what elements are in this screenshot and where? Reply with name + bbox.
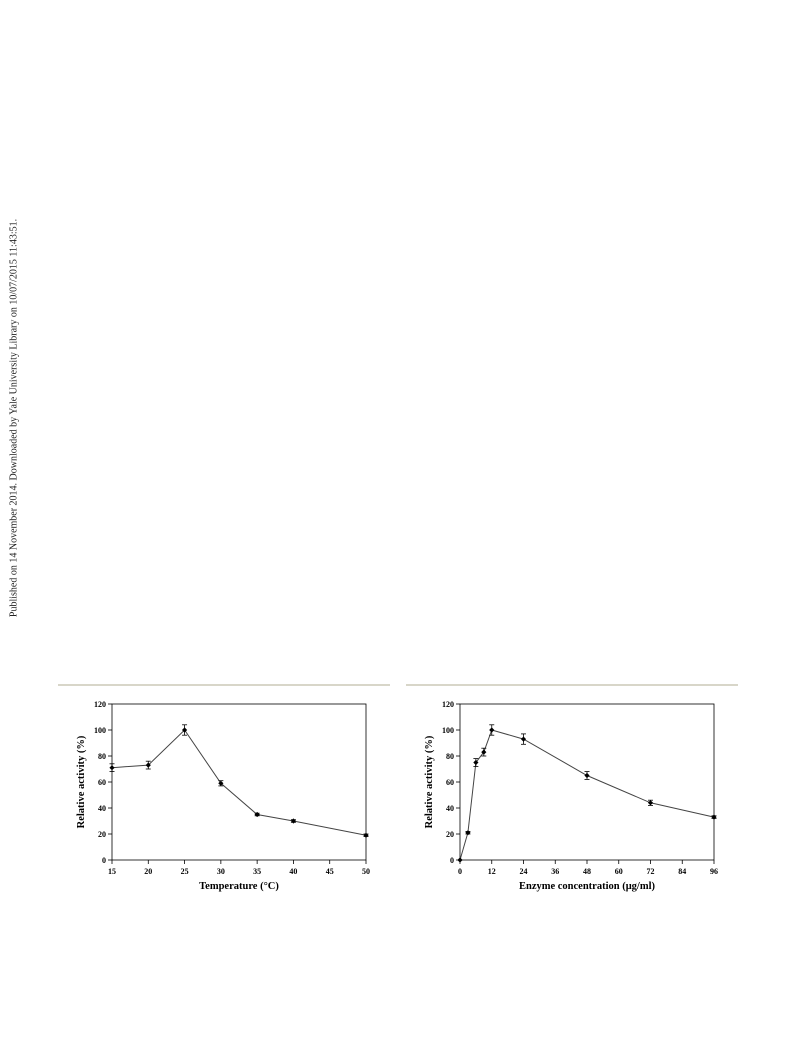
- data-point: [109, 765, 115, 771]
- y-tick-label: 20: [446, 830, 454, 839]
- x-tick-label: 50: [362, 867, 370, 876]
- y-axis-label: Relative activity (%): [424, 735, 435, 828]
- data-point: [711, 814, 717, 820]
- series-line: [459, 729, 715, 861]
- x-tick-label: 12: [488, 867, 496, 876]
- data-point: [473, 759, 479, 766]
- x-tick-label: 0: [458, 867, 462, 876]
- plot-frame: [111, 703, 367, 861]
- y-tick-label: 0: [102, 856, 106, 865]
- x-axis-label: Temperature (°C): [199, 881, 279, 892]
- y-tick-label: 80: [446, 752, 454, 761]
- data-point: [363, 832, 369, 838]
- x-tick-label: 60: [615, 867, 623, 876]
- y-axis-label: Relative activity (%): [76, 735, 87, 828]
- y-tick-label: 0: [450, 856, 454, 865]
- x-tick-label: 35: [253, 867, 261, 876]
- y-tick-label: 40: [446, 804, 454, 813]
- x-axis-label: Enzyme concentration (μg/ml): [519, 881, 656, 892]
- download-notice: Published on 14 November 2014. Downloade…: [8, 218, 20, 618]
- data-point: [481, 749, 487, 755]
- x-tick-label: 15: [108, 867, 116, 876]
- x-tick-label: 20: [144, 867, 152, 876]
- enzyme-concentration-chart: 0 20 40 60 80 100 120 0 12 24 36 48 60 72 84 96 Enzyme c…: [424, 700, 718, 892]
- y-tick-label: 100: [442, 726, 454, 735]
- data-point: [489, 727, 495, 733]
- data-point: [290, 818, 297, 824]
- y-tick-label: 60: [98, 778, 106, 787]
- plot-frame: [459, 703, 715, 861]
- y-tick-label: 80: [98, 752, 106, 761]
- y-tick-label: 20: [98, 830, 106, 839]
- data-point: [647, 800, 654, 806]
- x-tick-label: 30: [217, 867, 225, 876]
- y-tick-label: 60: [446, 778, 454, 787]
- data-point: [181, 727, 188, 733]
- divider-right: [406, 684, 738, 686]
- x-tick-label: 48: [583, 867, 591, 876]
- series-line: [111, 729, 367, 836]
- temperature-chart: 0 20 40 60 80 100 120 15 20 25 30 35 40 45 50 Temperatu…: [76, 700, 370, 892]
- y-tick-label: 120: [442, 700, 454, 709]
- y-tick-label: 100: [94, 726, 106, 735]
- data-point: [457, 857, 463, 863]
- x-tick-label: 72: [647, 867, 655, 876]
- x-tick-label: 24: [520, 867, 528, 876]
- data-point: [218, 780, 224, 786]
- data-point: [465, 830, 471, 836]
- x-tick-label: 40: [289, 867, 297, 876]
- y-tick-label: 40: [98, 804, 106, 813]
- x-tick-label: 45: [326, 867, 334, 876]
- x-tick-label: 36: [551, 867, 559, 876]
- data-point: [584, 772, 590, 779]
- x-tick-label: 96: [710, 867, 718, 876]
- divider-left: [58, 684, 390, 686]
- x-tick-label: 25: [181, 867, 189, 876]
- x-tick-label: 84: [678, 867, 686, 876]
- y-tick-label: 120: [94, 700, 106, 709]
- data-point: [520, 736, 527, 742]
